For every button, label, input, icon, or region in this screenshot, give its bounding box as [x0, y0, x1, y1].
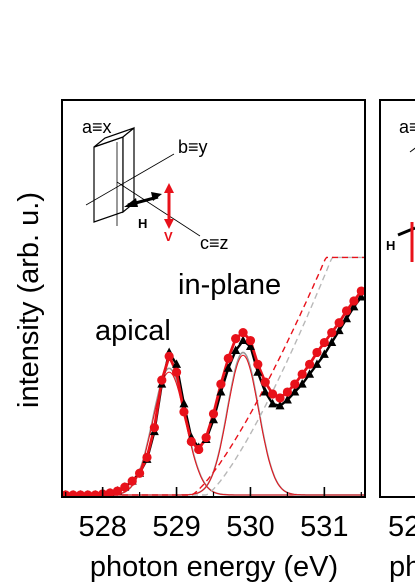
- series-2-point: [75, 490, 86, 496]
- series-1-point: [245, 341, 255, 350]
- series-2-point: [112, 486, 123, 496]
- second-plot-frame: [379, 99, 415, 498]
- x-tick-label: 531: [300, 511, 348, 543]
- second-panel-box-edge: [409, 147, 415, 153]
- series-1-point: [238, 335, 248, 345]
- second-panel-h-label: H: [386, 238, 395, 253]
- x-tick-label: 528: [78, 511, 126, 543]
- z-axis-line: [116, 181, 201, 237]
- series-2-point: [149, 423, 159, 433]
- series-2-point: [157, 375, 167, 385]
- series-1-point: [290, 387, 300, 396]
- series-1-point: [268, 398, 278, 408]
- series-1-point: [282, 394, 292, 404]
- series-1-point: [275, 400, 285, 410]
- annotation-in-plane: in-plane: [178, 269, 281, 301]
- second-panel-tick-label: 52: [388, 511, 415, 543]
- series-2-point: [282, 387, 293, 397]
- h-arrow-head-right: [151, 192, 162, 201]
- series-1-point: [223, 363, 233, 372]
- series-2-point: [275, 393, 285, 403]
- series-1-point: [349, 301, 359, 311]
- inset-h-label: H: [138, 216, 147, 231]
- inset-c-label: c≡z: [200, 233, 229, 253]
- series-2-point: [142, 452, 152, 462]
- x-axis-label: photon energy (eV): [90, 551, 338, 583]
- series-2-point: [216, 379, 226, 389]
- series-1-point: [327, 337, 337, 347]
- series-2-point: [290, 379, 300, 389]
- series-1-point: [231, 345, 241, 354]
- y-axis-label: intensity (arb. u.): [13, 192, 45, 408]
- series-2-point: [356, 286, 364, 296]
- series-2-point: [63, 490, 71, 496]
- sample-front-face: [93, 136, 124, 223]
- second-panel-x-label: ph: [389, 551, 415, 583]
- series-1-point: [342, 313, 352, 323]
- series-1-point: [305, 369, 315, 378]
- series-1-point: [209, 414, 218, 424]
- series-1-point: [172, 359, 182, 368]
- series-2-point: [201, 432, 211, 443]
- inset-v-label: V: [164, 229, 173, 244]
- v-arrow-head-bottom: [164, 219, 174, 229]
- v-arrow-head-top: [164, 183, 174, 193]
- x-tick-label: 529: [152, 511, 200, 543]
- series-2-point: [238, 328, 248, 338]
- series-2-point: [164, 351, 174, 361]
- second-panel-a-label: a≡: [399, 117, 415, 137]
- h-arrow-head-left: [124, 198, 138, 207]
- series-2-point: [268, 389, 278, 399]
- x-tick-label: 530: [226, 511, 274, 543]
- series-2-point: [68, 490, 78, 496]
- series-2-point: [297, 369, 307, 379]
- series-2-point: [223, 353, 233, 363]
- series-1-point: [253, 367, 263, 376]
- series-1-point: [260, 387, 270, 396]
- annotation-apical: apical: [95, 315, 171, 347]
- series-2-point: [90, 490, 100, 496]
- y-axis-line: [85, 153, 175, 206]
- series-2-point: [253, 359, 263, 369]
- series-2-point: [349, 296, 359, 306]
- series-2-point: [105, 488, 115, 496]
- series-2-point: [245, 335, 256, 346]
- data-series: [63, 286, 364, 496]
- series-1-point: [216, 387, 226, 396]
- series-2-point: [341, 306, 352, 316]
- series-1-point: [319, 349, 329, 358]
- series-2-point: [231, 333, 241, 344]
- series-1-point: [334, 325, 344, 335]
- sample-side-face: [122, 126, 135, 214]
- series-2-point: [171, 367, 182, 377]
- fit-apical-peak-red: [63, 371, 364, 496]
- series-2-point: [304, 359, 315, 369]
- series-1-point: [297, 379, 307, 388]
- series-2-point: [319, 337, 329, 348]
- series-2-point: [260, 377, 270, 387]
- inset-b-label: b≡y: [178, 137, 208, 157]
- series-2-point: [327, 328, 337, 338]
- series-2-point: [312, 347, 322, 358]
- series-2-point: [179, 407, 189, 417]
- series-2-point: [334, 318, 344, 328]
- series-1-point: [312, 359, 322, 368]
- series-2-point: [83, 490, 93, 496]
- series-2-point: [120, 482, 130, 492]
- x-axis: 528 529 530 531: [65, 487, 362, 543]
- series-2-point: [194, 444, 204, 455]
- fit-apical-peak-gray: [63, 367, 364, 496]
- geometry-inset: a≡x b≡y c≡z H V: [82, 117, 229, 253]
- series-2-point: [208, 409, 219, 419]
- inset-a-label: a≡x: [82, 117, 112, 137]
- series-2-point: [134, 468, 145, 478]
- series-2-point: [127, 476, 137, 486]
- series-2-point: [186, 436, 196, 447]
- series-1-point: [179, 398, 189, 408]
- second-panel: a≡ H 52 ph: [379, 99, 415, 583]
